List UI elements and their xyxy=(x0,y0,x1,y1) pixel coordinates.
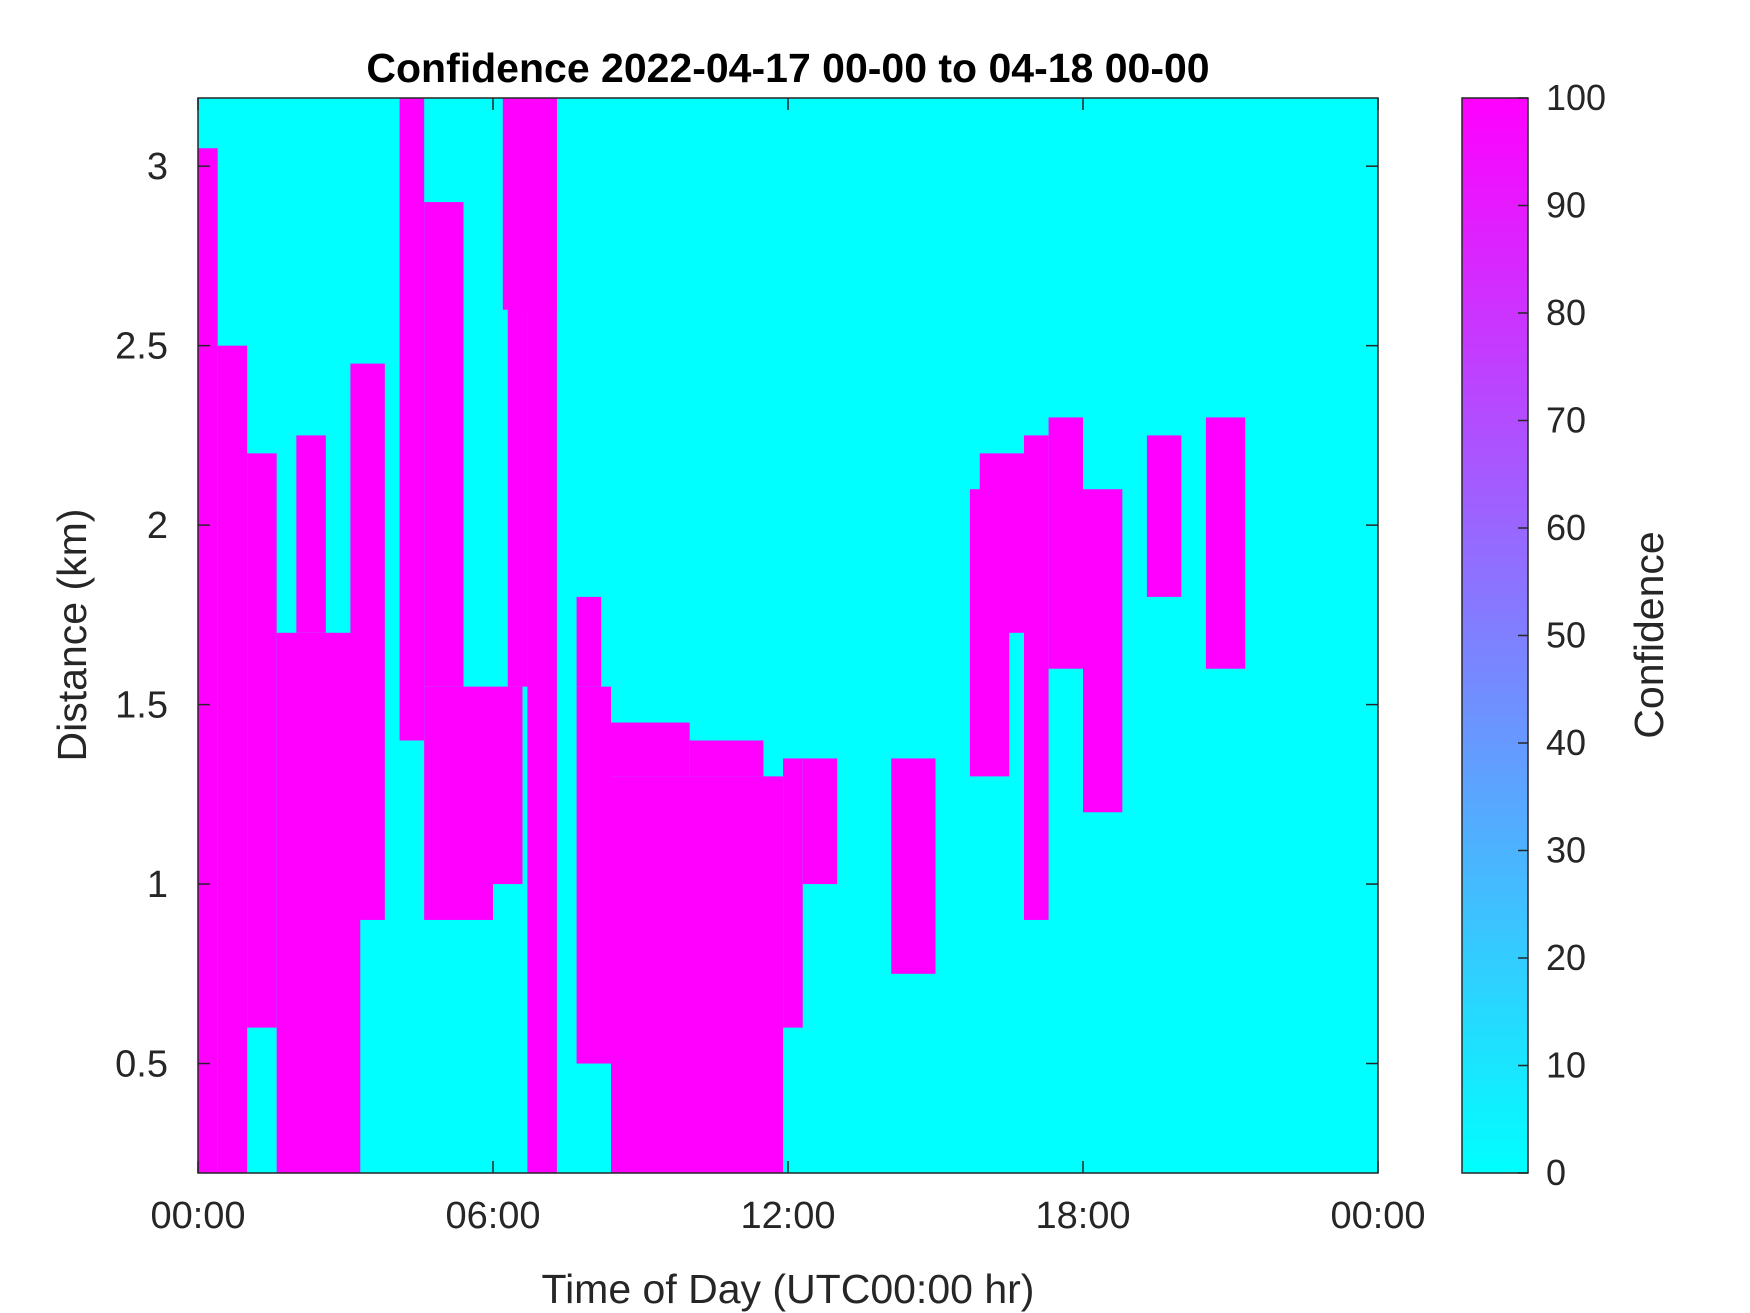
heatmap-region-23 xyxy=(1024,435,1049,920)
heatmap-region-26 xyxy=(1146,435,1182,597)
x-axis-label: Time of Day (UTC00:00 hr) xyxy=(542,1266,1035,1312)
colorbar-tick-label: 40 xyxy=(1546,722,1586,763)
heatmap-region-1 xyxy=(217,345,248,1173)
colorbar-tick-label: 90 xyxy=(1546,185,1586,226)
y-tick-label: 2.5 xyxy=(115,326,168,368)
colorbar-tick-label: 80 xyxy=(1546,292,1586,333)
y-tick-label: 0.5 xyxy=(115,1044,168,1086)
colorbar-tick-label: 0 xyxy=(1546,1152,1566,1193)
chart-title: Confidence 2022-04-17 00-00 to 04-18 00-… xyxy=(366,45,1209,91)
plot-frame xyxy=(197,97,1379,1174)
y-tick-label: 1.5 xyxy=(115,685,168,727)
heatmap-region-12 xyxy=(527,98,557,1173)
heatmap-region-19 xyxy=(802,758,838,885)
colorbar-label: Confidence xyxy=(1626,531,1672,738)
y-tick-label: 1 xyxy=(147,864,168,906)
heatmap-region-2 xyxy=(247,453,277,1028)
heatmap-region-7 xyxy=(424,686,493,920)
y-axis-label: Distance (km) xyxy=(49,509,95,762)
x-tick-label: 18:00 xyxy=(1035,1195,1130,1237)
heatmap-region-9 xyxy=(493,686,523,885)
heatmap-region-25 xyxy=(1083,489,1123,813)
y-tick-label: 3 xyxy=(147,146,168,188)
heatmap-region-0 xyxy=(198,148,218,1173)
heatmap-region-20 xyxy=(891,758,936,974)
heatmap-region-27 xyxy=(1205,417,1246,669)
colorbar-tick-label: 70 xyxy=(1546,400,1586,441)
colorbar-tick-label: 50 xyxy=(1546,615,1586,656)
y-tick-labels: 0.5 1 1.5 2 2.5 3 xyxy=(115,146,168,1085)
heatmap-region-16 xyxy=(611,722,690,777)
heatmap-region-6 xyxy=(399,98,425,741)
y-tick-label: 2 xyxy=(147,505,168,547)
x-tick-labels: 00:00 06:00 12:00 18:00 00:00 xyxy=(150,1195,1425,1237)
heatmap-region-13 xyxy=(576,686,611,1064)
heatmap-region-8 xyxy=(424,202,464,687)
colorbar-ticks: 0 10 20 30 40 50 60 70 80 90 100 xyxy=(1518,77,1606,1193)
x-tick-label: 00:00 xyxy=(150,1195,245,1237)
x-tick-label: 12:00 xyxy=(740,1195,835,1237)
colorbar-tick-label: 60 xyxy=(1546,507,1586,548)
colorbar-tick-label: 100 xyxy=(1546,77,1606,118)
colorbar xyxy=(1461,97,1529,1174)
heatmap-region-4 xyxy=(296,435,326,633)
colorbar-tick-label: 30 xyxy=(1546,830,1586,871)
colorbar-tick-label: 20 xyxy=(1546,937,1586,978)
heatmap-region-17 xyxy=(689,740,764,777)
heatmap-region-22 xyxy=(979,453,1024,633)
colorbar-tick-label: 10 xyxy=(1546,1045,1586,1086)
heatmap-region-14 xyxy=(576,596,602,687)
heatmap-region-18 xyxy=(783,758,803,1028)
heatmap-region-24 xyxy=(1048,417,1083,669)
x-tick-label: 00:00 xyxy=(1330,1195,1425,1237)
heatmap-region-15 xyxy=(611,776,784,1173)
heatmap-cells xyxy=(198,98,1246,1173)
x-tick-label: 06:00 xyxy=(445,1195,540,1237)
heatmap-region-3 xyxy=(276,632,361,1173)
heatmap-region-5 xyxy=(350,363,385,920)
